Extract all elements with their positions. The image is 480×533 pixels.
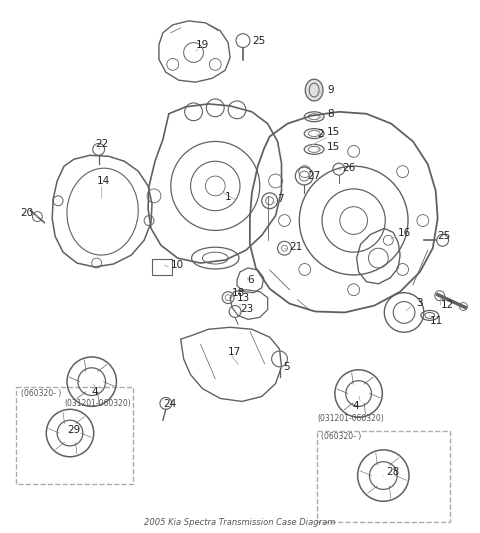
Text: 24: 24 [163, 399, 176, 409]
Text: 4: 4 [92, 386, 98, 397]
Text: 16: 16 [398, 228, 411, 238]
Text: 6: 6 [247, 275, 253, 285]
Text: 11: 11 [430, 317, 443, 326]
Text: 3: 3 [416, 297, 422, 308]
Text: 29: 29 [67, 425, 80, 435]
Text: 26: 26 [342, 163, 355, 173]
Text: 14: 14 [96, 176, 110, 186]
Text: 17: 17 [228, 347, 241, 357]
Text: 5: 5 [284, 362, 290, 372]
Text: 12: 12 [441, 300, 454, 310]
Text: (060320- ): (060320- ) [21, 389, 61, 398]
Text: 28: 28 [386, 466, 399, 477]
Text: 23: 23 [240, 304, 253, 314]
Text: 9: 9 [327, 85, 334, 95]
Text: 8: 8 [327, 109, 334, 119]
Text: 27: 27 [307, 171, 321, 181]
Text: 15: 15 [327, 142, 340, 152]
FancyBboxPatch shape [317, 431, 450, 522]
Text: 13: 13 [237, 293, 250, 303]
Ellipse shape [305, 79, 323, 101]
Text: 18: 18 [232, 288, 245, 298]
FancyBboxPatch shape [16, 386, 133, 484]
Text: 2005 Kia Spectra Transmission Case Diagram: 2005 Kia Spectra Transmission Case Diagr… [144, 519, 336, 528]
Text: 4: 4 [353, 401, 360, 411]
Text: 21: 21 [289, 242, 303, 252]
Text: 25: 25 [252, 36, 265, 46]
Text: 2: 2 [317, 128, 324, 139]
Text: 15: 15 [327, 126, 340, 136]
Text: 10: 10 [171, 260, 184, 270]
Text: 1: 1 [225, 192, 232, 202]
FancyBboxPatch shape [152, 259, 172, 275]
Text: (031201-060320): (031201-060320) [317, 414, 384, 423]
Text: (060320- ): (060320- ) [321, 432, 361, 440]
Text: 25: 25 [438, 231, 451, 241]
Text: (031201-060320): (031201-060320) [64, 399, 131, 408]
Text: 7: 7 [277, 194, 284, 204]
Text: 19: 19 [195, 39, 209, 50]
Text: 22: 22 [96, 140, 109, 149]
Text: 20: 20 [21, 208, 34, 217]
